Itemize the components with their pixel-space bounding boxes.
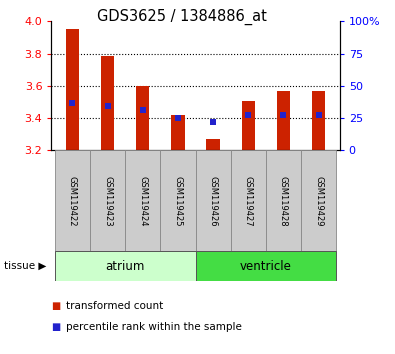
Text: GSM119422: GSM119422 (68, 176, 77, 226)
Bar (90, 150, 125, 251)
Text: GSM119424: GSM119424 (138, 176, 147, 226)
Text: GSM119425: GSM119425 (173, 176, 182, 226)
Bar (231, 150, 266, 251)
Text: GSM119429: GSM119429 (314, 176, 323, 226)
Bar (196, 251, 336, 281)
Bar (171, 115, 184, 150)
Text: GDS3625 / 1384886_at: GDS3625 / 1384886_at (97, 9, 267, 25)
Point (210, 119, 216, 125)
Text: GSM119428: GSM119428 (279, 176, 288, 226)
Text: GSM119423: GSM119423 (103, 176, 112, 226)
Text: GSM119426: GSM119426 (209, 176, 218, 226)
Text: ventricle: ventricle (240, 260, 292, 273)
Point (139, 108, 146, 113)
Text: tissue ▶: tissue ▶ (4, 261, 46, 271)
Bar (136, 86, 149, 150)
Text: percentile rank within the sample: percentile rank within the sample (66, 322, 242, 332)
Text: GSM119427: GSM119427 (244, 176, 253, 226)
Bar (312, 91, 325, 150)
Bar (301, 150, 336, 251)
Point (104, 103, 111, 108)
Bar (196, 150, 231, 251)
Bar (66, 29, 79, 150)
Point (69, 100, 75, 105)
Point (280, 112, 287, 118)
Text: atrium: atrium (105, 260, 145, 273)
Bar (266, 150, 301, 251)
Bar (55, 150, 90, 251)
Bar (160, 150, 196, 251)
Bar (277, 91, 290, 150)
Point (316, 113, 322, 118)
Point (175, 115, 181, 121)
Text: ■: ■ (51, 322, 60, 332)
Bar (207, 139, 220, 150)
Text: ■: ■ (51, 301, 60, 311)
Point (245, 113, 252, 118)
Bar (55, 251, 196, 281)
Text: transformed count: transformed count (66, 301, 164, 311)
Bar (242, 101, 255, 150)
Bar (125, 150, 160, 251)
Bar (101, 56, 114, 150)
